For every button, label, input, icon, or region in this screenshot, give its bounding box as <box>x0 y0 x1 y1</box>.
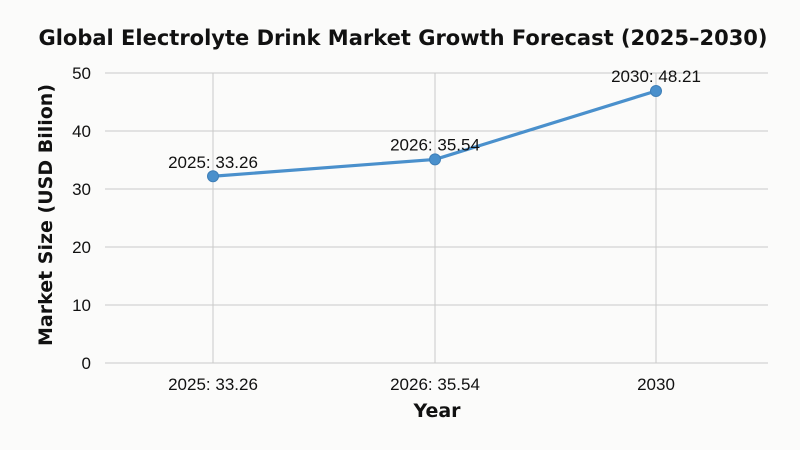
y-axis-title: Market Size (USD Bilion) <box>35 84 57 346</box>
data-labels: 2025: 33.26 2026: 35.54 2030: 48.21 <box>168 67 701 172</box>
y-tick-label: 20 <box>72 238 91 257</box>
data-point <box>650 84 662 97</box>
data-label: 2026: 35.54 <box>390 135 480 154</box>
y-tick-label: 30 <box>72 180 91 199</box>
data-point <box>207 170 219 183</box>
x-axis-title: Year <box>412 400 461 422</box>
x-tick-label: 2030 <box>637 375 675 394</box>
gridlines <box>105 72 768 364</box>
data-label: 2025: 33.26 <box>168 153 258 172</box>
series <box>207 84 662 183</box>
x-tick-label: 2025: 33.26 <box>168 375 258 394</box>
x-tick-label: 2026: 35.54 <box>390 375 480 394</box>
x-axis-ticks: 2025: 33.26 2026: 35.54 2030 <box>168 375 675 394</box>
y-tick-label: 10 <box>72 296 91 315</box>
data-point <box>429 153 441 166</box>
data-label: 2030: 48.21 <box>611 67 701 86</box>
y-tick-label: 0 <box>82 354 91 373</box>
y-axis-ticks: 0 10 20 30 40 50 <box>72 64 91 373</box>
chart-title: Global Electrolyte Drink Market Growth F… <box>38 26 767 50</box>
y-tick-label: 40 <box>72 122 91 141</box>
y-tick-label: 50 <box>72 64 91 83</box>
